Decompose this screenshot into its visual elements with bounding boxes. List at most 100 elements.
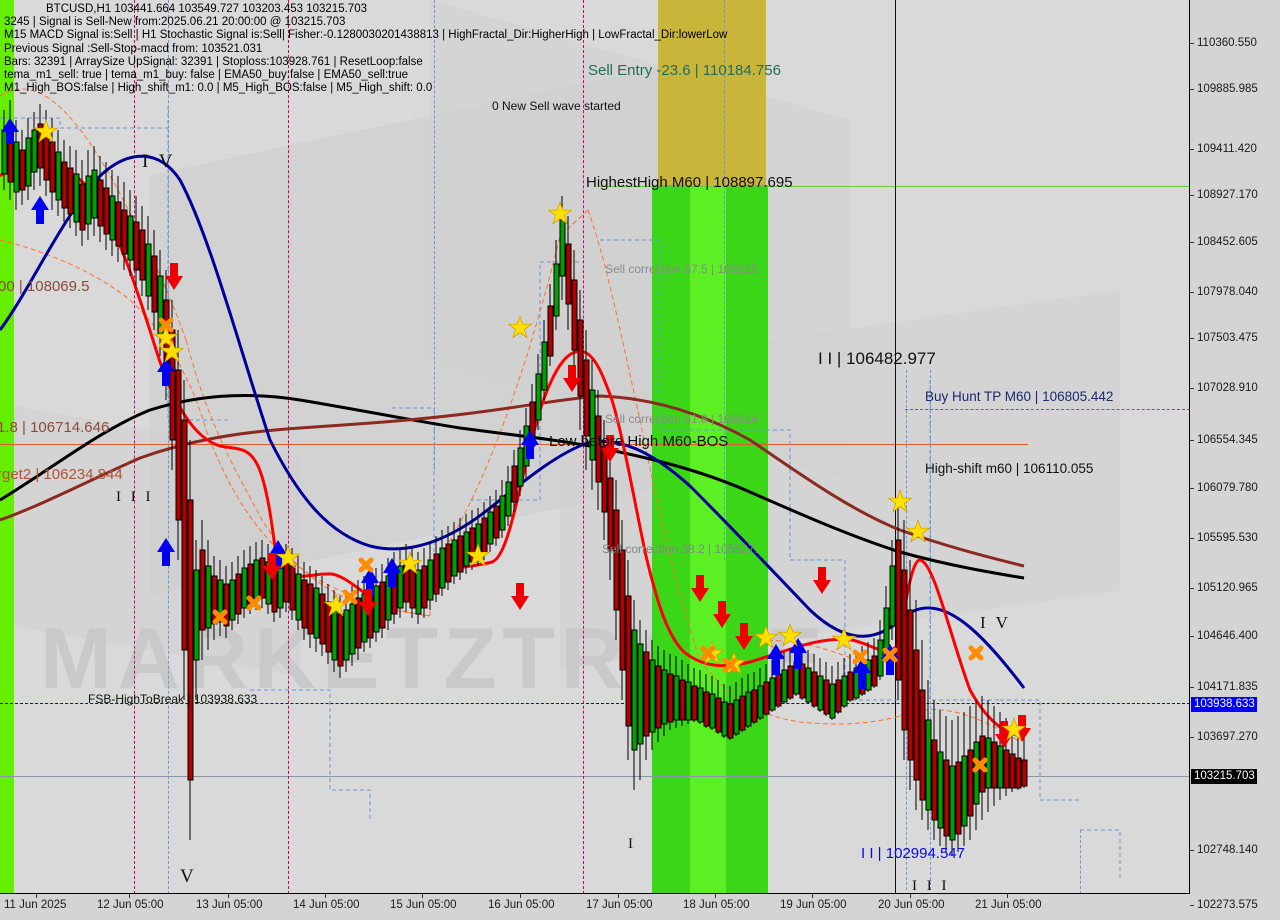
time-tick-mark — [520, 894, 521, 898]
price-tick-mark — [1190, 89, 1194, 90]
wave-marker-iv-left: I V — [142, 151, 176, 172]
vline-magenta-2 — [288, 0, 289, 894]
price-tick-mark — [1190, 440, 1194, 441]
vline-magenta-3 — [583, 0, 584, 894]
price-tick-mark — [1190, 388, 1194, 389]
wave-marker-v-bottom: V — [180, 866, 197, 887]
vline-blue-dashed-6 — [1080, 830, 1081, 894]
time-tick-mark — [228, 894, 229, 898]
wave-marker-iii-right: I I I — [912, 878, 950, 894]
time-axis[interactable]: 11 Jun 2025 12 Jun 05:00 13 Jun 05:00 14 Ju… — [0, 893, 1190, 920]
time-tick-label: 19 Jun 05:00 — [780, 899, 847, 911]
price-tick-mark — [1190, 687, 1194, 688]
highest-high-label: HighestHigh M60 | 108897.695 — [586, 174, 793, 191]
wave-marker-iii-left: I I I — [116, 489, 154, 505]
new-sell-wave-label: 0 New Sell wave started — [492, 99, 621, 113]
wave-iii-price-label: I I | 102994.547 — [861, 845, 965, 862]
price-tick-label: 109411.420 — [1197, 143, 1257, 155]
sell-correction-618: Sell correction 61.8 | 106814 — [605, 412, 758, 426]
level-last-price — [0, 776, 1190, 777]
time-tick-label: 18 Jun 05:00 — [683, 899, 750, 911]
price-tick-label: 102273.575 — [1197, 899, 1258, 911]
level-fsb-high-to-break — [0, 703, 1190, 704]
price-tick-label: 103697.270 — [1197, 731, 1258, 743]
candlesticks — [1, 100, 1028, 856]
time-tick-mark — [129, 894, 130, 898]
price-tick-mark — [1190, 149, 1194, 150]
price-tick-label: 105595.530 — [1197, 532, 1258, 544]
high-shift-m60-label: High-shift m60 | 106110.055 — [925, 461, 1094, 476]
time-tick-mark — [1007, 894, 1008, 898]
vline-blue-dashed-5 — [930, 370, 931, 890]
target2-106234-label: rget2 | 106234.844 — [0, 466, 123, 483]
level-high-shift-m60 — [0, 444, 1028, 445]
price-tick-mark — [1190, 905, 1194, 906]
target-108069-label: 00 | 108069.5 — [0, 278, 90, 295]
bid-price-badge: 103938.633 — [1191, 697, 1257, 712]
buy-hunt-tp-label: Buy Hunt TP M60 | 106805.442 — [925, 389, 1114, 404]
info-line-6: M1_High_BOS:false | High_shift_m1: 0.0 |… — [4, 82, 433, 95]
time-tick-label: 15 Jun 05:00 — [390, 899, 457, 911]
vline-black-1 — [895, 0, 896, 894]
time-tick-label: 11 Jun 2025 — [4, 899, 67, 911]
price-tick-mark — [1190, 588, 1194, 589]
price-tick-mark — [1190, 636, 1194, 637]
info-line-0: BTCUSD,H1 103441.664 103549.727 103203.4… — [46, 3, 367, 15]
price-tick-label: 106079.780 — [1197, 482, 1258, 494]
info-line-3: Previous Signal :Sell-Stop-macd from: 10… — [4, 42, 263, 55]
info-line-1: 3245 | Signal is Sell-New from:2025.06.2… — [4, 16, 346, 29]
target-106714-label: 1.8 | 106714.646 — [0, 419, 110, 436]
time-tick-mark — [910, 894, 911, 898]
vline-magenta-1 — [134, 0, 135, 894]
time-tick-label: 17 Jun 05:00 — [586, 899, 653, 911]
time-tick-label: 12 Jun 05:00 — [97, 899, 164, 911]
price-tick-label: 104646.400 — [1197, 630, 1258, 642]
time-tick-mark — [325, 894, 326, 898]
price-tick-mark — [1190, 538, 1194, 539]
price-tick-label: 110360.550 — [1197, 37, 1257, 49]
session-band-green-inner — [690, 185, 726, 894]
time-tick-label: 21 Jun 05:00 — [975, 899, 1042, 911]
price-tick-mark — [1190, 488, 1194, 489]
time-tick-label: 20 Jun 05:00 — [878, 899, 945, 911]
time-tick-mark — [36, 894, 37, 898]
time-tick-mark — [618, 894, 619, 898]
price-axis[interactable]: 110360.550 109885.985 109411.420 108927.170… — [1189, 0, 1280, 911]
info-line-4: Bars: 32391 | ArraySize UpSignal: 32391 … — [4, 55, 423, 68]
price-tick-mark — [1190, 292, 1194, 293]
time-tick-label: 16 Jun 05:00 — [488, 899, 555, 911]
wave-marker-i-mid: I — [628, 836, 636, 852]
wave-marker-iv-right: I V — [980, 613, 1011, 632]
level-buy-hunt-tp-m60 — [905, 409, 1190, 410]
price-tick-label: 107503.475 — [1197, 332, 1258, 344]
time-tick-label: 14 Jun 05:00 — [293, 899, 360, 911]
candle-bodies — [1, 123, 1028, 841]
price-tick-label: 108452.605 — [1197, 236, 1258, 248]
time-tick-label: 13 Jun 05:00 — [196, 899, 263, 911]
session-band-green-left — [0, 0, 14, 894]
wave-ii-price-label: I I | 106482.977 — [818, 349, 936, 368]
chart-plot-area[interactable]: MARKETZTRADE — [0, 0, 1190, 894]
price-tick-label: 105120.965 — [1197, 582, 1258, 594]
price-tick-label: 108927.170 — [1197, 189, 1258, 201]
price-tick-mark — [1190, 338, 1194, 339]
price-tick-label: 104171.835 — [1197, 681, 1258, 693]
price-tick-label: 109885.985 — [1197, 83, 1258, 95]
price-tick-label: 107028.910 — [1197, 382, 1258, 394]
price-tick-mark — [1190, 43, 1194, 44]
vline-blue-dashed-3 — [724, 0, 725, 560]
time-tick-mark — [812, 894, 813, 898]
info-line-5: tema_m1_sell: true | tema_m1_buy: false … — [4, 68, 408, 81]
chart-info-panel: BTCUSD,H1 103441.664 103549.727 103203.4… — [4, 3, 727, 95]
price-tick-mark — [1190, 242, 1194, 243]
price-tick-label: 106554.345 — [1197, 434, 1258, 446]
time-tick-mark — [422, 894, 423, 898]
sell-correction-875: Sell correction 87.5 | 108215. — [605, 262, 761, 276]
time-tick-mark — [715, 894, 716, 898]
price-tick-label: 102748.140 — [1197, 844, 1258, 856]
fsb-high-to-break: FSB-HighToBreak | 103938.633 — [88, 692, 258, 706]
price-tick-mark — [1190, 737, 1194, 738]
price-tick-mark — [1190, 195, 1194, 196]
vline-blue-dashed-1 — [168, 0, 169, 894]
